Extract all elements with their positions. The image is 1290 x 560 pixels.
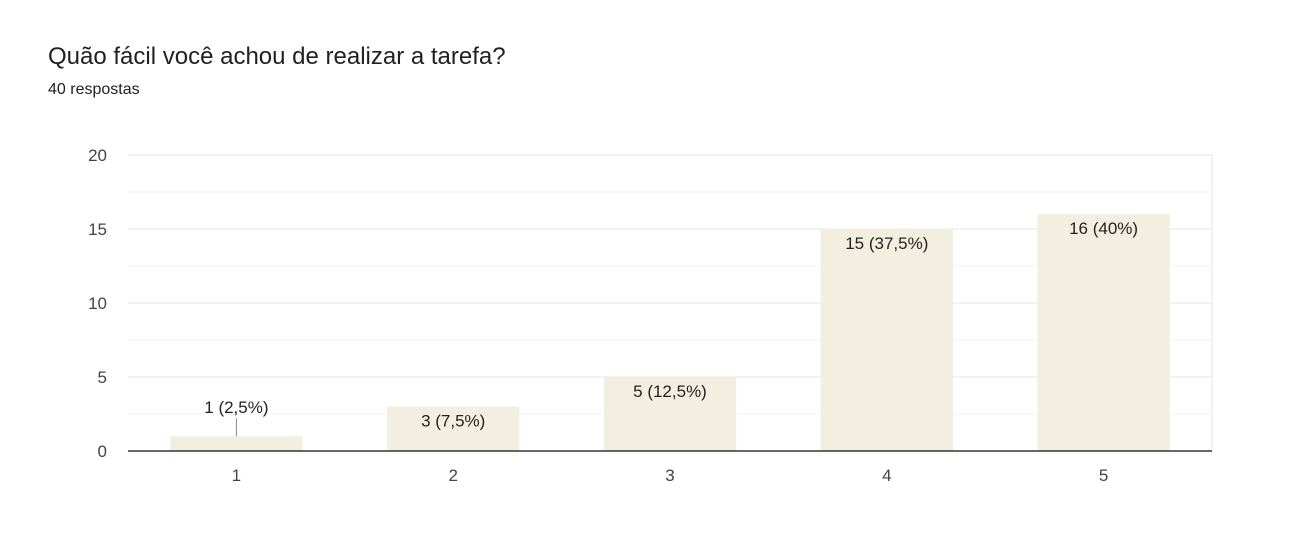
- data-label: 15 (37,5%): [845, 234, 928, 253]
- data-label: 1 (2,5%): [204, 398, 268, 417]
- y-tick-label: 15: [88, 220, 107, 239]
- chart-header: Quão fácil você achou de realizar a tare…: [48, 40, 506, 102]
- x-tick-label: 4: [882, 466, 891, 485]
- y-tick-label: 10: [88, 294, 107, 313]
- y-tick-label: 20: [88, 146, 107, 165]
- data-label: 3 (7,5%): [421, 412, 485, 431]
- x-tick-label: 1: [232, 466, 241, 485]
- question-title: Quão fácil você achou de realizar a tare…: [48, 43, 506, 70]
- x-tick-label: 2: [448, 466, 457, 485]
- response-count: 40 respostas: [48, 81, 140, 98]
- y-tick-label: 5: [98, 368, 107, 387]
- bar: [603, 377, 737, 451]
- bar: [387, 406, 520, 451]
- x-tick-label: 5: [1099, 466, 1108, 485]
- bar: [170, 436, 303, 451]
- bar: [1037, 214, 1170, 451]
- data-label: 16 (40%): [1069, 219, 1138, 238]
- x-tick-label: 3: [665, 466, 674, 485]
- y-tick-label: 0: [98, 442, 107, 461]
- data-label: 5 (12,5%): [633, 382, 707, 401]
- bar: [820, 229, 953, 451]
